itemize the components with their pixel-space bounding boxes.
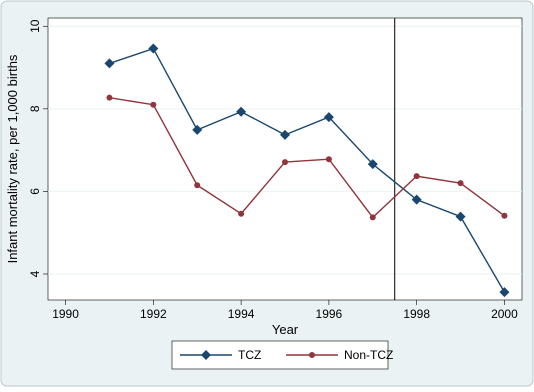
marker — [501, 212, 508, 219]
y-tick-label: 10 — [28, 19, 42, 33]
plot-area — [47, 17, 523, 301]
marker — [282, 159, 288, 166]
marker — [369, 214, 376, 221]
x-axis-title: Year — [272, 322, 299, 337]
x-tick-label: 1992 — [140, 307, 167, 321]
x-tick-label: 1998 — [403, 307, 430, 321]
marker — [323, 112, 334, 123]
marker — [413, 173, 420, 180]
x-tick-label: 1990 — [52, 307, 79, 321]
y-axis-title: Infant mortality rate, per 1,000 births — [5, 54, 20, 263]
legend-marker — [201, 350, 211, 360]
marker — [325, 156, 332, 163]
y-tick-label: 6 — [28, 188, 42, 195]
marker — [106, 94, 113, 101]
x-tick-label: 1996 — [316, 307, 343, 321]
legend-label: Non-TCZ — [344, 348, 393, 362]
legend-marker — [309, 352, 315, 358]
marker — [236, 106, 247, 117]
x-tick-label: 1994 — [228, 307, 255, 321]
marker — [457, 180, 464, 187]
marker — [238, 210, 245, 217]
series-line — [109, 96, 505, 219]
marker — [148, 43, 159, 54]
marker — [280, 129, 290, 140]
marker — [499, 287, 510, 298]
marker — [104, 58, 115, 69]
marker — [194, 182, 201, 189]
marker — [411, 194, 422, 205]
marker — [192, 124, 203, 135]
marker — [367, 159, 378, 170]
marker — [455, 211, 466, 222]
legend-label: TCZ — [238, 348, 261, 362]
marker — [150, 101, 157, 108]
y-tick-label: 8 — [28, 105, 42, 112]
y-tick-label: 4 — [28, 270, 42, 277]
series-line — [109, 47, 506, 293]
x-tick-label: 2000 — [491, 307, 518, 321]
